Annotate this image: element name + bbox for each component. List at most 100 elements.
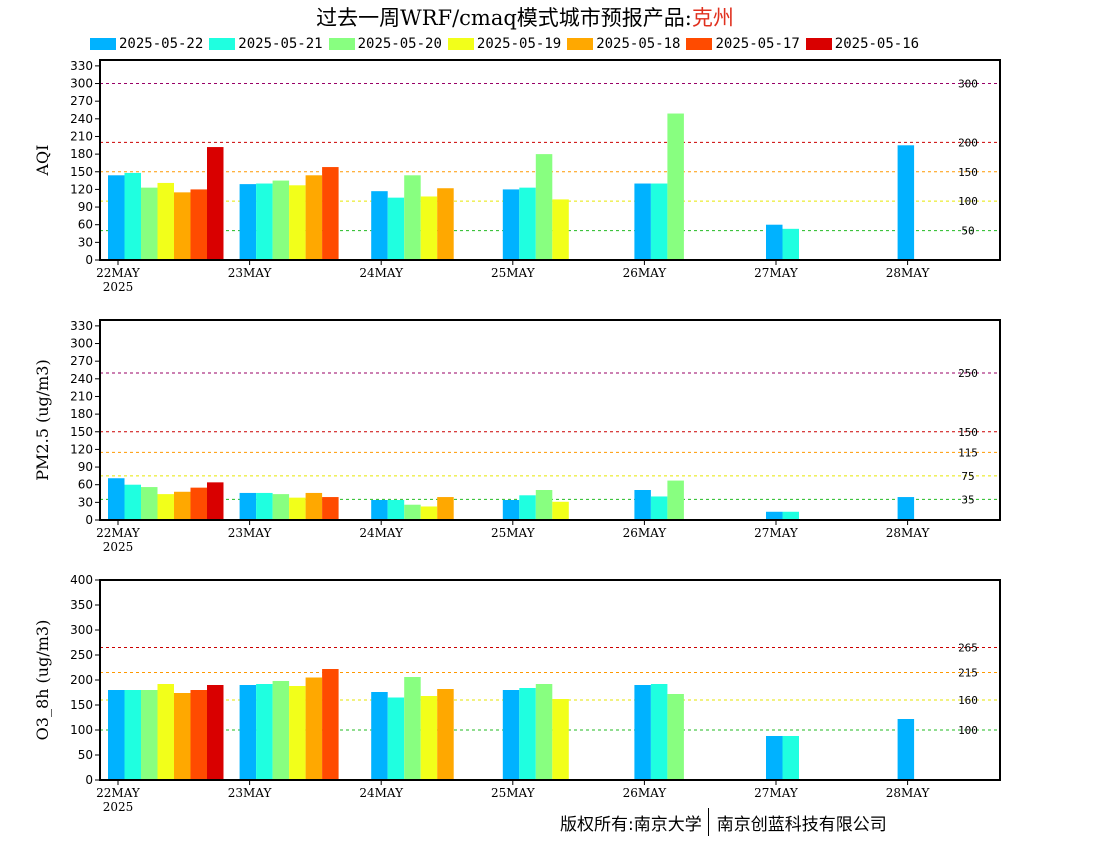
bar: [124, 690, 141, 780]
x-tick-label: 27MAY: [754, 526, 799, 540]
y-tick-label: 0: [85, 513, 93, 527]
bar: [519, 688, 536, 780]
bar: [124, 172, 141, 260]
bar: [272, 681, 290, 780]
bar: [256, 492, 273, 520]
threshold-label: 100: [958, 195, 978, 208]
x-year-label: 2025: [103, 800, 134, 814]
bar: [190, 189, 207, 260]
x-tick-label: 23MAY: [228, 786, 273, 800]
bar: [437, 188, 454, 260]
threshold-label: 265: [958, 642, 978, 655]
y-tick-label: 90: [78, 200, 93, 214]
y-tick-label: 30: [78, 235, 93, 249]
x-tick-label: 22MAY: [96, 526, 141, 540]
legend-swatch: [447, 38, 474, 50]
threshold-label: 150: [958, 166, 978, 179]
bar: [289, 686, 306, 780]
bar: [766, 511, 783, 520]
legend-item: 2025-05-19: [447, 36, 562, 52]
bar: [519, 495, 536, 520]
bar: [157, 494, 174, 520]
y-tick-label: 210: [70, 129, 93, 143]
y-tick-label: 90: [78, 460, 93, 474]
x-tick-label: 28MAY: [886, 526, 931, 540]
y-axis-label: O3_8h (ug/m3): [33, 620, 52, 741]
x-tick-label: 27MAY: [754, 266, 799, 280]
bar: [387, 697, 405, 780]
bar: [289, 497, 306, 520]
bar: [437, 689, 454, 780]
y-tick-label: 270: [70, 354, 93, 368]
legend-label: 2025-05-16: [834, 36, 920, 52]
threshold-label: 35: [961, 493, 974, 506]
footer-separator: [707, 808, 709, 836]
bar: [322, 167, 339, 260]
bar: [420, 196, 438, 260]
bar: [371, 500, 388, 520]
bar: [387, 197, 405, 260]
threshold-label: 215: [958, 667, 978, 680]
y-tick-label: 50: [78, 748, 93, 762]
threshold-label: 250: [958, 367, 978, 380]
y-tick-label: 300: [70, 337, 93, 351]
bar: [766, 736, 783, 780]
bar: [552, 699, 569, 780]
bar: [174, 192, 191, 260]
legend-item: 2025-05-16: [805, 36, 920, 52]
threshold-label: 115: [958, 446, 978, 459]
threshold-label: 200: [958, 136, 978, 149]
bar: [108, 690, 125, 780]
plot-frame: [99, 59, 1001, 261]
footer-company: 南京创蓝科技有限公司: [716, 814, 887, 835]
title-city: 克州: [691, 6, 734, 30]
threshold-label: 50: [961, 225, 974, 238]
bar: [782, 736, 799, 780]
x-tick-label: 28MAY: [886, 266, 931, 280]
y-tick-label: 120: [70, 442, 93, 456]
bar: [502, 500, 520, 520]
y-tick-label: 150: [70, 698, 93, 712]
legend-item: 2025-05-17: [686, 36, 800, 52]
bar: [239, 184, 257, 260]
bar: [667, 480, 684, 520]
legend-label: 2025-05-17: [715, 36, 800, 52]
legend-label: 2025-05-19: [476, 36, 562, 52]
bar: [256, 183, 273, 260]
legend-item: 2025-05-21: [209, 36, 323, 52]
legend-label: 2025-05-21: [238, 36, 323, 52]
y-axis-label: PM2.5 (ug/m3): [33, 359, 52, 480]
bar: [322, 669, 339, 780]
bar: [420, 696, 438, 780]
bar: [766, 224, 783, 260]
legend: 2025-05-22 2025-05-21 2025-05-20 2025-05-19…: [90, 36, 925, 52]
bar: [404, 175, 421, 260]
bar: [108, 175, 125, 260]
x-tick-label: 28MAY: [886, 786, 931, 800]
bar: [157, 684, 174, 780]
x-tick-label: 23MAY: [228, 526, 273, 540]
bar: [108, 478, 125, 520]
bar: [272, 494, 290, 520]
bar: [519, 187, 536, 260]
bar: [141, 187, 158, 260]
y-tick-label: 300: [70, 77, 93, 91]
y-tick-label: 300: [70, 623, 93, 637]
y-tick-label: 120: [70, 182, 93, 196]
y-tick-label: 30: [78, 495, 93, 509]
threshold-label: 300: [958, 78, 978, 91]
x-tick-label: 26MAY: [623, 266, 668, 280]
bar: [502, 189, 520, 260]
y-tick-label: 100: [70, 723, 93, 737]
bar: [535, 490, 553, 520]
bar: [535, 684, 553, 780]
legend-swatch: [328, 38, 355, 50]
bar: [289, 185, 306, 260]
threshold-label: 75: [961, 470, 974, 483]
x-tick-label: 27MAY: [754, 786, 799, 800]
plot-frame: [99, 319, 1001, 521]
bar: [404, 504, 421, 520]
bar: [207, 147, 224, 260]
x-tick-label: 25MAY: [491, 526, 536, 540]
